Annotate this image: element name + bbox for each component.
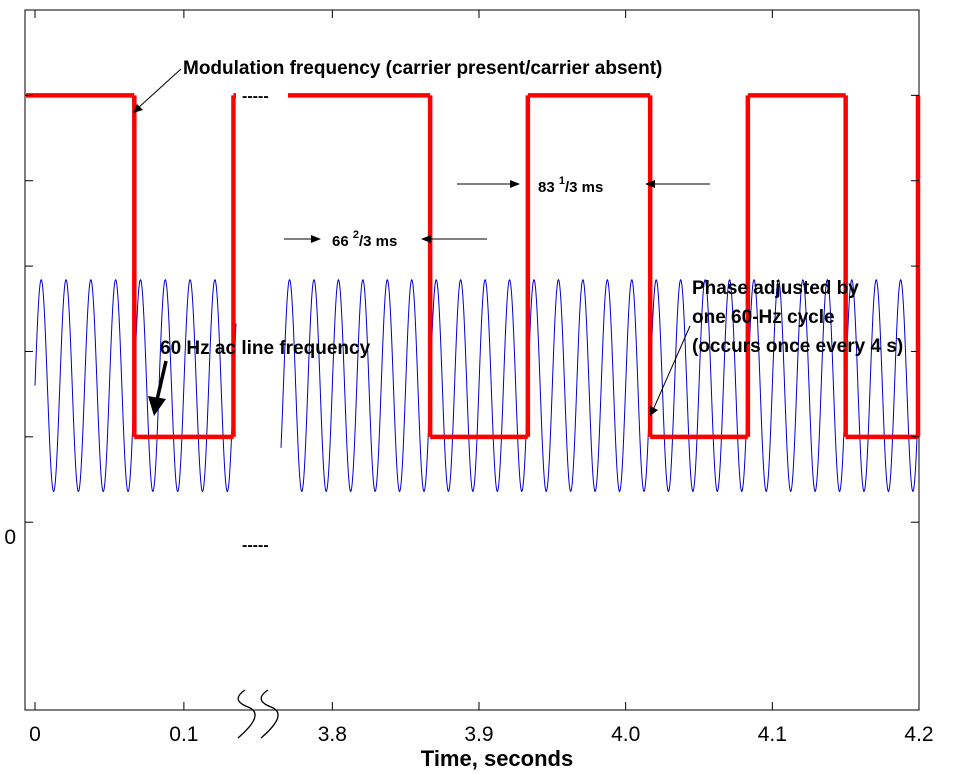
interval-83-label: 83 1/3 ms: [538, 175, 603, 196]
y-ticks: [25, 94, 919, 523]
interval-66-label: 66 2/3 ms: [332, 229, 397, 250]
plot-frame: [24, 9, 920, 711]
square-series: [26, 93, 921, 440]
arrow-modulation: [133, 68, 182, 113]
y-tick-label-0: 0: [4, 526, 16, 549]
arrow-line-frequency: [148, 360, 168, 416]
annotation-phase-2: one 60-Hz cycle: [692, 307, 835, 328]
x-tick-label: 0: [29, 723, 41, 746]
arrow-phase: [650, 325, 691, 416]
sine-trace-segment-2: [280, 278, 920, 493]
x-tick-label: 4.0: [611, 723, 640, 746]
x-tick-label: 4.2: [904, 723, 933, 746]
interval-66-annotation: 66 2/3 ms: [284, 229, 487, 250]
annotation-phase-1: Phase adjusted by: [692, 278, 859, 299]
x-tick-label: 3.9: [464, 723, 493, 746]
annotation-phase-3: (occurs once every 4 s): [692, 336, 903, 357]
interval-83-annotation: 83 1/3 ms: [457, 175, 710, 196]
x-axis-title: Time, seconds: [421, 746, 573, 771]
annotation-modulation: Modulation frequency (carrier present/ca…: [183, 58, 662, 79]
x-ticks: 0 0.1 3.8 3.9 4.0 4.1 4.2: [29, 10, 934, 746]
annotation-line-frequency: 60 Hz ac line frequency: [160, 338, 371, 359]
x-tick-label: 0.1: [169, 723, 198, 746]
x-tick-label: 3.8: [318, 723, 347, 746]
gap-marker-mid: -----: [242, 537, 269, 554]
gap-marker-top: -----: [242, 88, 269, 105]
x-tick-label: 4.1: [758, 723, 787, 746]
axis-break-icon: [237, 689, 279, 739]
